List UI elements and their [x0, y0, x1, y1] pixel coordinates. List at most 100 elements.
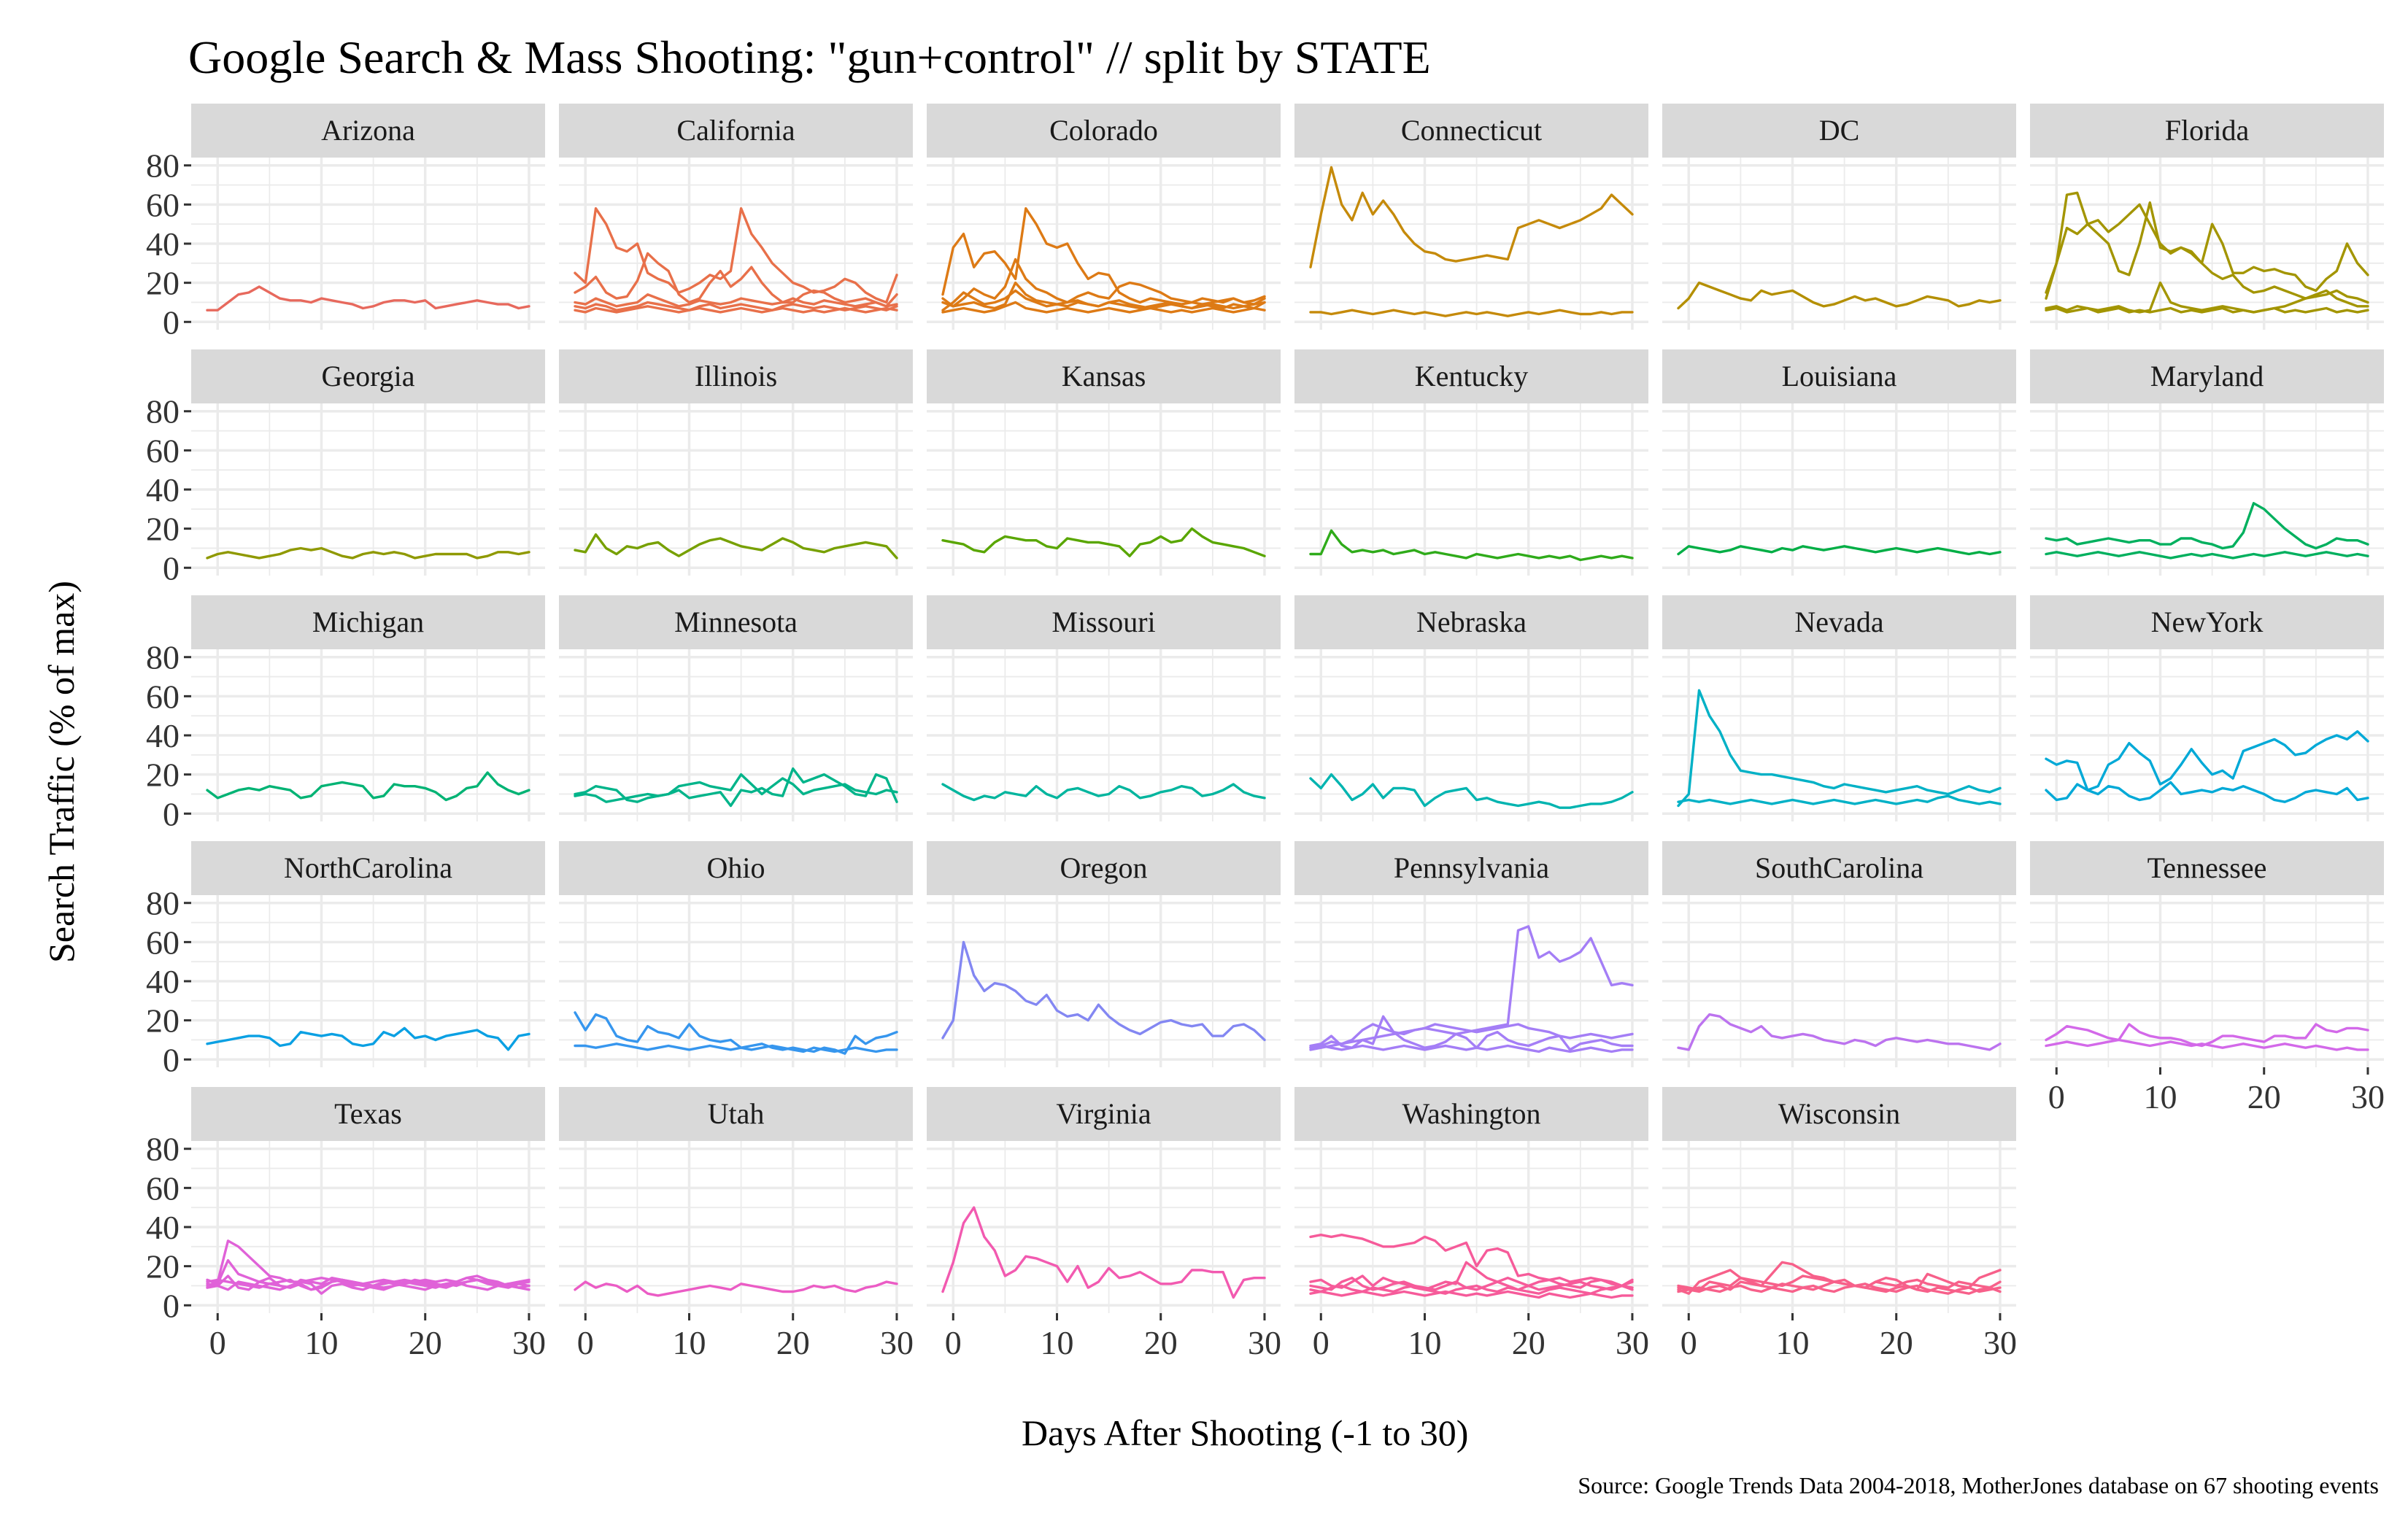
facet-strip [1662, 595, 2016, 649]
facet-strip [191, 1087, 545, 1141]
y-tick-label: 0 [163, 795, 180, 832]
facet-strip [1662, 349, 2016, 403]
x-tick-label: 10 [672, 1324, 706, 1361]
y-tick-label: 20 [146, 265, 180, 302]
facet-strip [927, 349, 1281, 403]
series-line [1309, 1233, 1634, 1288]
series-line [2045, 730, 2369, 792]
facet-label: NorthCarolina [284, 851, 452, 884]
x-tick-label: 0 [945, 1324, 962, 1361]
facet-oregon: Oregon [927, 841, 1281, 1067]
series-line [206, 1280, 530, 1295]
x-tick-label: 30 [880, 1324, 914, 1361]
y-tick-label: 60 [146, 678, 180, 715]
facet-strip [927, 104, 1281, 158]
series-line [206, 1026, 530, 1051]
series-line [1309, 1044, 1634, 1053]
series-line [574, 773, 898, 803]
facet-strip [927, 841, 1281, 895]
series-line [941, 258, 1266, 308]
facet-label: Pennsylvania [1394, 851, 1550, 884]
series-line [206, 771, 530, 802]
x-tick-label: 0 [577, 1324, 594, 1361]
x-tick-label: 0 [1313, 1324, 1330, 1361]
series-line [574, 305, 898, 314]
facet-label: Nebraska [1416, 606, 1527, 638]
y-tick-label: 40 [146, 225, 180, 263]
facet-label: Georgia [321, 360, 414, 392]
x-tick-label: 30 [512, 1324, 546, 1361]
facet-strip [1294, 595, 1648, 649]
facet-colorado: Colorado [927, 104, 1281, 330]
series-line [2045, 203, 2369, 300]
x-tick-label: 10 [1408, 1324, 1441, 1361]
facet-label: Kansas [1062, 360, 1146, 392]
x-tick-label: 0 [209, 1324, 226, 1361]
facet-maryland: Maryland [2030, 349, 2384, 576]
y-tick-label: 60 [146, 432, 180, 469]
facet-label: SouthCarolina [1755, 851, 1923, 884]
series-line [1309, 1290, 1634, 1299]
facet-kentucky: Kentucky [1294, 349, 1648, 576]
series-line [574, 301, 898, 312]
series-line [941, 783, 1266, 802]
series-line [941, 301, 1266, 314]
y-tick-label: 80 [146, 639, 180, 676]
y-tick-label: 80 [146, 885, 180, 922]
y-tick-label: 20 [146, 511, 180, 548]
x-tick-label: 30 [1983, 1324, 2017, 1361]
series-line [1677, 545, 2002, 556]
x-axis-title: Days After Shooting (-1 to 30) [1022, 1412, 1469, 1453]
y-tick-label: 20 [146, 1002, 180, 1040]
source-caption: Source: Google Trends Data 2004-2018, Mo… [1578, 1472, 2379, 1498]
y-tick-label: 40 [146, 717, 180, 754]
facet-nebraska: Nebraska [1294, 595, 1648, 821]
series-line [941, 207, 1266, 306]
y-tick-label: 0 [163, 1287, 180, 1324]
facet-illinois: Illinois [559, 349, 913, 576]
y-tick-label: 80 [146, 393, 180, 430]
facet-strip [559, 104, 913, 158]
facet-nevada: Nevada [1662, 595, 2016, 821]
series-line [2045, 502, 2369, 550]
facet-strip [559, 595, 913, 649]
series-line [574, 533, 898, 560]
facet-label: Colorado [1049, 114, 1158, 147]
y-tick-label: 0 [163, 549, 180, 587]
facet-strip [559, 1087, 913, 1141]
facet-connecticut: Connecticut [1294, 104, 1648, 330]
facet-label: Nevada [1794, 606, 1883, 638]
facet-strip [2030, 104, 2384, 158]
series-line [2045, 281, 2369, 314]
series-line [1309, 1023, 1634, 1049]
series-line [1677, 689, 2002, 808]
series-line [206, 546, 530, 560]
facet-strip [2030, 349, 2384, 403]
y-tick-label: 20 [146, 1248, 180, 1285]
facet-label: Ohio [707, 851, 765, 884]
facet-label: Utah [708, 1097, 765, 1130]
chart-title: Google Search & Mass Shooting: "gun+cont… [188, 31, 1431, 83]
facet-strip [927, 1087, 1281, 1141]
x-tick-label: 10 [1040, 1324, 1073, 1361]
series-line [2045, 551, 2369, 560]
y-tick-label: 60 [146, 924, 180, 961]
series-line [1309, 529, 1634, 562]
facet-dc: DC [1662, 104, 2016, 330]
x-tick-label: 20 [1880, 1324, 1913, 1361]
facet-tennessee: Tennessee 0 10 20 30 [2030, 841, 2385, 1115]
facet-label: Minnesota [674, 606, 798, 638]
facet-strip [1294, 1087, 1648, 1141]
x-tick-label: 20 [409, 1324, 442, 1361]
facet-label: Florida [2165, 114, 2250, 147]
series-line [1309, 166, 1634, 268]
series-line [941, 281, 1266, 310]
facet-label: NewYork [2151, 606, 2264, 638]
series-line [2045, 306, 2369, 314]
series-line [941, 940, 1266, 1042]
facet-label: Michigan [312, 606, 424, 638]
facet-label: Virginia [1056, 1097, 1151, 1130]
